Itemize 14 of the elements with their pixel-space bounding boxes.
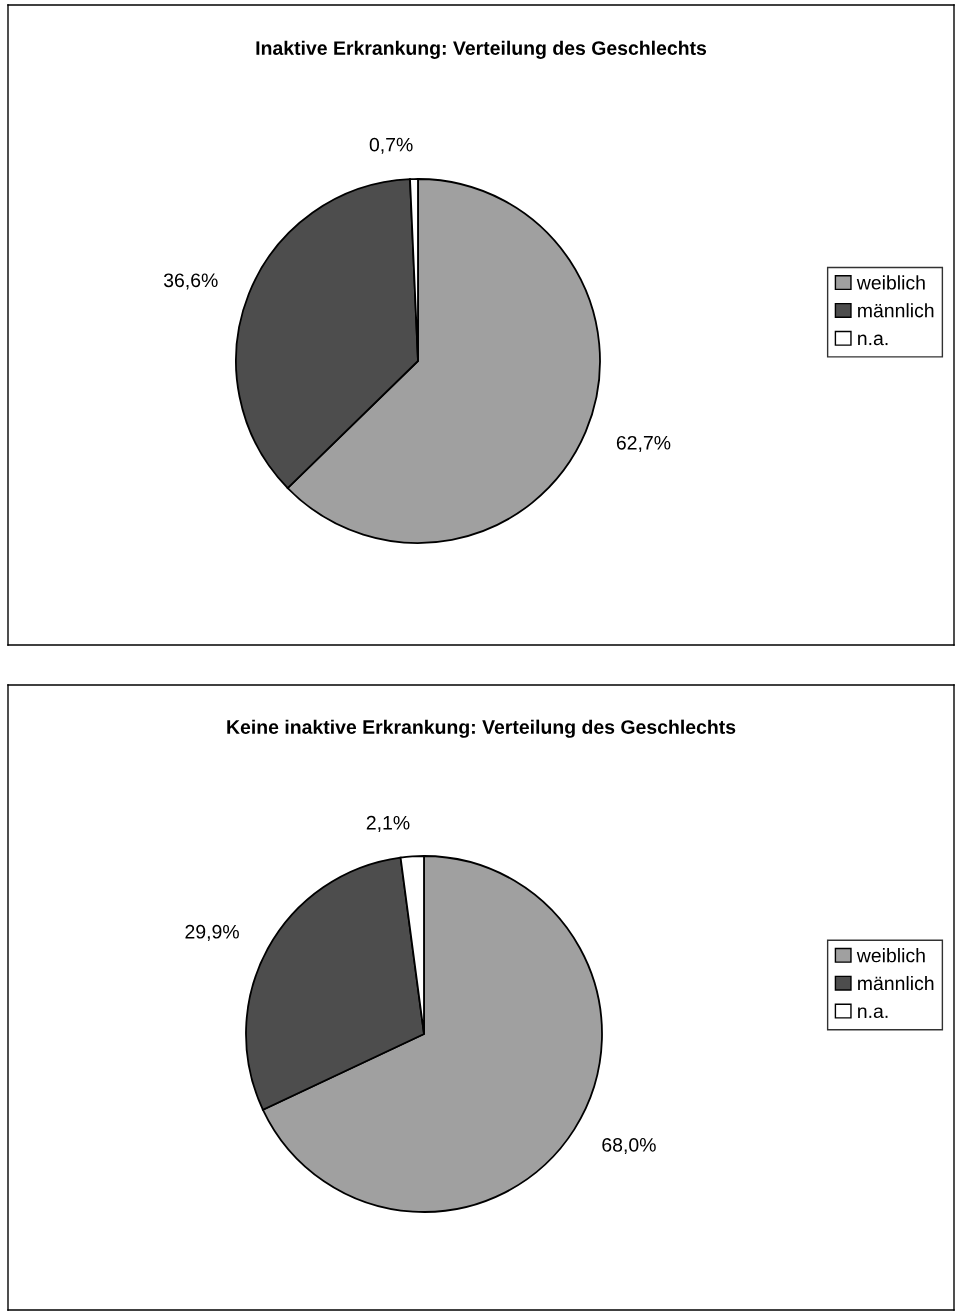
legend-label: n.a. — [858, 1007, 888, 1019]
data-label: 62,7% — [616, 435, 671, 452]
data-label: 2,1% — [366, 815, 410, 832]
data-label: 36,6% — [163, 273, 218, 290]
data-label: 29,9% — [185, 924, 239, 941]
chart-title: Inaktive Erkrankung: Verteilung des Geschlechts — [256, 40, 707, 59]
chart-title: Keine inaktive Erkrankung: Verteilung des Geschlechts — [227, 719, 736, 738]
legend-label: männlich — [858, 975, 934, 991]
data-label: 0,7% — [369, 137, 413, 154]
legend-label: männlich — [858, 303, 934, 318]
data-label: 68,0% — [602, 1138, 656, 1155]
legend-label: weiblich — [856, 275, 925, 290]
legend-label: weiblich — [856, 948, 925, 963]
legend-label: n.a. — [858, 334, 888, 346]
